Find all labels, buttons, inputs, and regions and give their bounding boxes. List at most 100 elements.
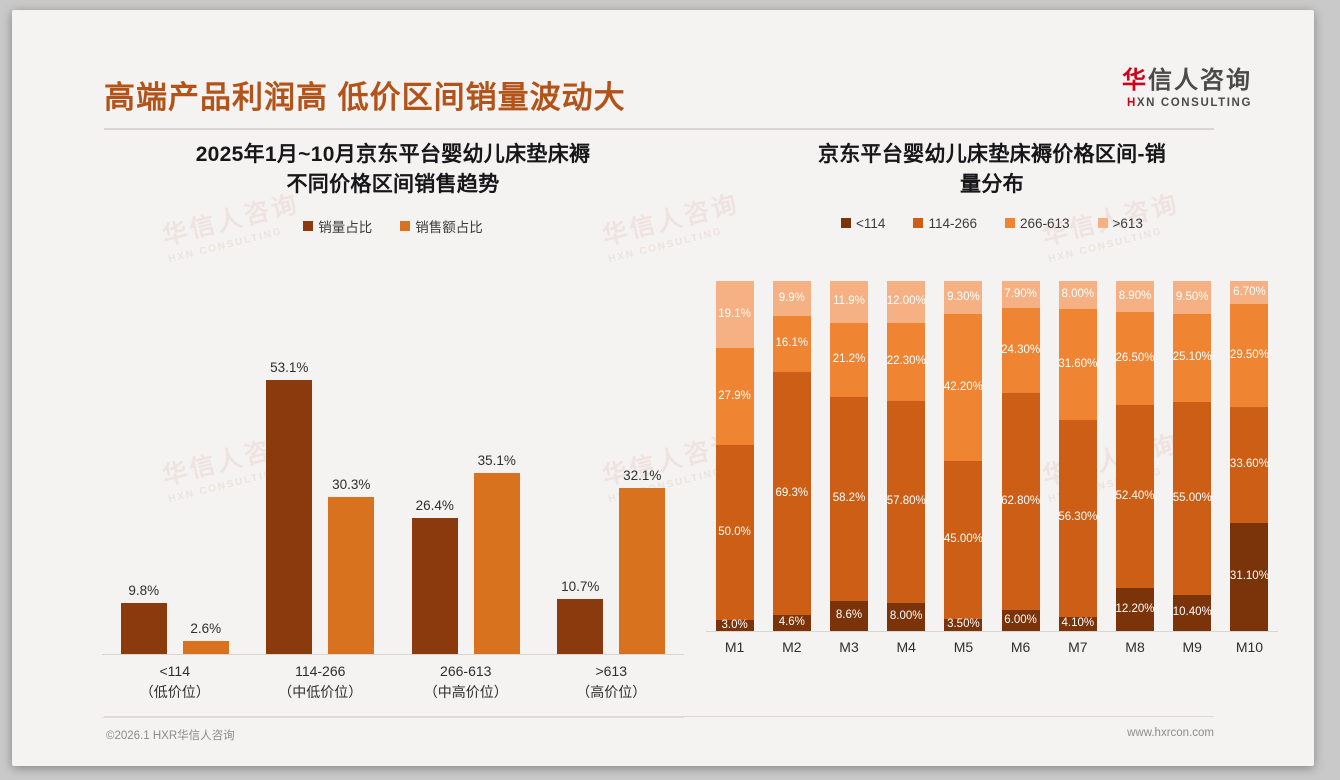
stacked-bar[interactable]: 8.90% 26.50% 52.40% 12.20% <box>1115 281 1155 631</box>
stack-segment[interactable]: 21.2% <box>830 322 868 397</box>
stacked-bar[interactable]: 7.90% 24.30% 62.80% 6.00% <box>1001 281 1041 631</box>
stacked-bar[interactable]: 6.70% 29.50% 33.60% 31.10% <box>1229 281 1269 631</box>
stack-segment[interactable]: 6.00% <box>1001 610 1040 631</box>
stack-segment[interactable]: 69.3% <box>772 371 811 615</box>
stack-segment[interactable]: 16.1% <box>772 315 811 372</box>
bar-value-label: 32.1% <box>623 468 662 484</box>
stack-segment[interactable]: 31.10% <box>1230 523 1269 631</box>
bar-column[interactable]: 30.3% <box>328 477 375 654</box>
legend-item[interactable]: 销售额占比 <box>400 216 483 236</box>
stack-column[interactable]: 7.90% 24.30% 62.80% 6.00% <box>992 281 1049 631</box>
stack-column[interactable]: 6.70% 29.50% 33.60% 31.10% <box>1221 281 1278 631</box>
stack-segment-label: 4.6% <box>778 615 805 628</box>
stack-segment[interactable]: 26.50% <box>1116 312 1155 405</box>
bar[interactable] <box>120 603 167 654</box>
bar-column[interactable]: 53.1% <box>266 360 313 654</box>
bar[interactable] <box>411 517 458 654</box>
stack-segment[interactable]: 45.00% <box>944 461 983 619</box>
stack-segment[interactable]: 57.80% <box>887 400 926 604</box>
bar-column[interactable]: 26.4% <box>411 498 458 654</box>
legend-swatch-icon <box>841 218 852 229</box>
legend-label: 销售额占比 <box>415 219 483 235</box>
stack-segment[interactable]: 31.60% <box>1058 309 1097 420</box>
stack-segment[interactable]: 56.30% <box>1058 419 1097 617</box>
legend-label: >613 <box>1112 215 1143 231</box>
bar[interactable] <box>557 598 604 654</box>
stack-segment[interactable]: 29.50% <box>1229 304 1269 407</box>
stack-segment[interactable]: 42.20% <box>943 313 983 462</box>
stack-segment[interactable]: 33.60% <box>1230 406 1269 524</box>
stack-segment-label: 42.20% <box>943 380 983 393</box>
slide-header: 高端产品利润高 低价区间销量波动大 华信人咨询 HXN CONSULTING <box>12 10 1314 130</box>
stacked-bar[interactable]: 11.9% 21.2% 58.2% 8.6% <box>830 281 868 631</box>
legend-item[interactable]: 266-613 <box>1004 216 1070 231</box>
bar-column[interactable]: 10.7% <box>557 579 604 654</box>
stack-segment[interactable]: 55.00% <box>1173 402 1212 595</box>
stacked-bar[interactable]: 9.9% 16.1% 69.3% 4.6% <box>772 281 811 631</box>
stack-column[interactable]: 19.1% 27.9% 50.0% 3.0% <box>706 281 763 631</box>
stack-segment[interactable]: 8.00% <box>1058 281 1097 309</box>
stack-segment[interactable]: 10.40% <box>1173 594 1212 631</box>
stack-column[interactable]: 8.90% 26.50% 52.40% 12.20% <box>1106 281 1163 631</box>
stack-segment[interactable]: 24.30% <box>1001 308 1041 393</box>
stack-segment[interactable]: 52.40% <box>1115 404 1155 589</box>
stack-segment[interactable]: 9.50% <box>1173 281 1212 315</box>
stacked-bar[interactable]: 12.00% 22.30% 57.80% 8.00% <box>887 281 926 631</box>
stack-segment[interactable]: 22.30% <box>887 322 926 401</box>
page-title: 高端产品利润高 低价区间销量波动大 <box>104 80 626 115</box>
stack-segment-label: 6.70% <box>1233 285 1266 298</box>
stack-segment-label: 25.10% <box>1172 351 1212 364</box>
bar[interactable] <box>328 497 375 654</box>
stacked-bar[interactable]: 19.1% 27.9% 50.0% 3.0% <box>715 281 754 631</box>
left-chart-category-labels: <114 （低价位） 114-266 （中低价位） 266-613 （中高价位） >613 （… <box>102 661 684 703</box>
stack-segment[interactable]: 58.2% <box>830 396 868 601</box>
bar[interactable] <box>473 472 520 654</box>
stack-segment-label: 7.90% <box>1004 287 1037 300</box>
stack-segment[interactable]: 19.1% <box>715 281 754 348</box>
stacked-bar[interactable]: 9.50% 25.10% 55.00% 10.40% <box>1172 281 1212 631</box>
stacked-bar[interactable]: 8.00% 31.60% 56.30% 4.10% <box>1058 281 1097 631</box>
stack-segment[interactable]: 8.90% <box>1116 281 1155 313</box>
stack-segment[interactable]: 11.9% <box>830 281 868 323</box>
stack-segment[interactable]: 8.6% <box>830 600 868 631</box>
stack-column[interactable]: 9.50% 25.10% 55.00% 10.40% <box>1164 281 1221 631</box>
stack-column[interactable]: 11.9% 21.2% 58.2% 8.6% <box>820 281 877 631</box>
legend-item[interactable]: 销量占比 <box>303 216 372 236</box>
stack-segment[interactable]: 9.9% <box>772 281 811 316</box>
stack-segment[interactable]: 4.6% <box>772 614 811 631</box>
stack-column[interactable]: 8.00% 31.60% 56.30% 4.10% <box>1049 281 1106 631</box>
stack-segment[interactable]: 7.90% <box>1001 281 1040 309</box>
stack-segment[interactable]: 50.0% <box>715 445 754 621</box>
bar[interactable] <box>182 640 229 654</box>
bar-column[interactable]: 9.8% <box>120 583 167 654</box>
bar[interactable] <box>619 488 666 654</box>
x-axis-label: M5 <box>953 639 974 655</box>
stack-segment-label: 52.40% <box>1115 489 1155 502</box>
stack-segment-label: 29.50% <box>1229 348 1269 361</box>
stack-segment[interactable]: 3.0% <box>715 619 754 631</box>
stack-segment[interactable]: 25.10% <box>1172 314 1212 403</box>
bar-column[interactable]: 35.1% <box>473 453 520 654</box>
stack-segment[interactable]: 12.20% <box>1115 588 1155 631</box>
stack-column[interactable]: 9.9% 16.1% 69.3% 4.6% <box>763 281 820 631</box>
stack-segment-label: 12.20% <box>1115 602 1155 615</box>
bar-column[interactable]: 32.1% <box>619 468 666 654</box>
stack-segment[interactable]: 12.00% <box>887 281 926 323</box>
stack-segment-label: 21.2% <box>832 352 866 365</box>
bar[interactable] <box>266 379 313 654</box>
legend-item[interactable]: >613 <box>1097 215 1143 231</box>
legend-item[interactable]: <114 <box>841 216 885 231</box>
stack-segment-label: 24.30% <box>1001 343 1041 356</box>
stack-segment[interactable]: 4.10% <box>1058 616 1097 631</box>
stack-segment[interactable]: 8.00% <box>887 603 926 631</box>
stack-segment[interactable]: 6.70% <box>1230 281 1269 305</box>
stack-segment[interactable]: 9.30% <box>944 281 983 314</box>
stack-segment[interactable]: 62.80% <box>1001 392 1040 611</box>
stack-segment[interactable]: 27.9% <box>715 347 754 446</box>
stack-column[interactable]: 9.30% 42.20% 45.00% 3.50% <box>935 281 992 631</box>
stack-column[interactable]: 12.00% 22.30% 57.80% 8.00% <box>878 281 935 631</box>
bar-column[interactable]: 2.6% <box>182 621 229 654</box>
stacked-bar[interactable]: 9.30% 42.20% 45.00% 3.50% <box>943 281 983 631</box>
legend-item[interactable]: 114-266 <box>913 216 977 231</box>
stack-segment[interactable]: 3.50% <box>944 619 983 631</box>
